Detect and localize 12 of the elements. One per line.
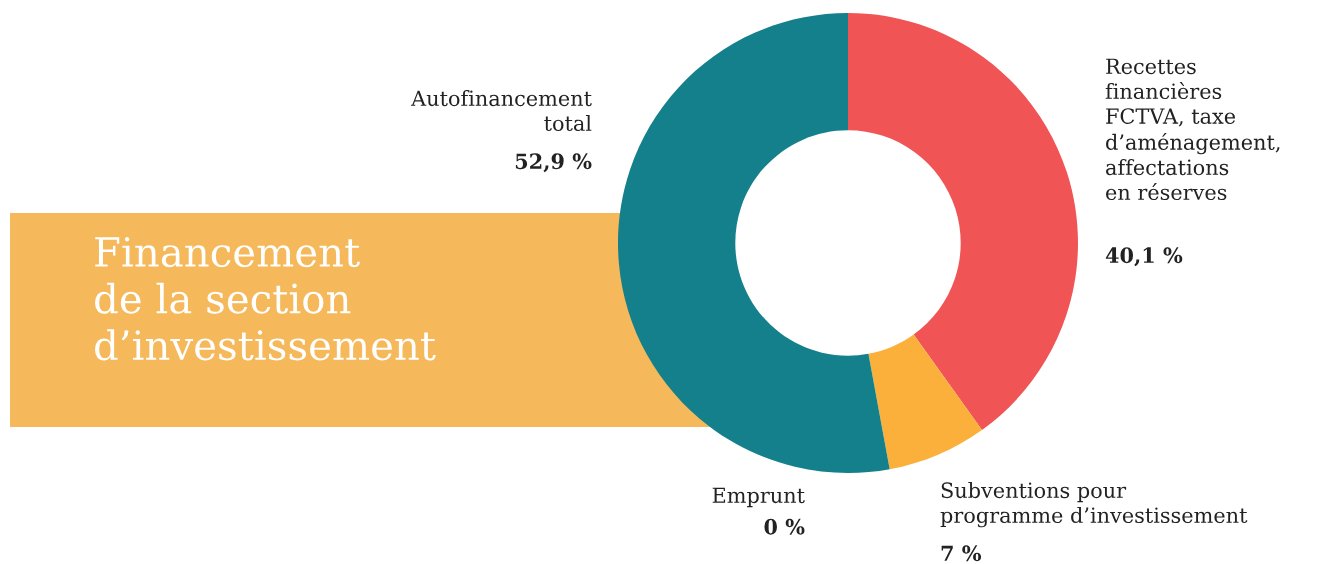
text: Financement de la section d’investissement (95, 236, 436, 361)
category-label: Emprunt (712, 487, 805, 508)
data-label: 7 % (941, 545, 982, 562)
text: 0 % (764, 518, 805, 535)
donut-slice (868, 334, 983, 470)
slice-label: Recettes financières FCTVA, taxe d’aménagement, affectations en réserves (1105, 58, 1280, 201)
donut-slice (618, 13, 890, 473)
data-label: 52,9 % (515, 153, 592, 173)
donut-slice (848, 13, 1078, 430)
slice-label: Autofinancement total (410, 90, 592, 132)
slice-label: Subventions pour programme d’investissement (940, 482, 1248, 528)
data-label: 40,1 % (1105, 247, 1183, 267)
